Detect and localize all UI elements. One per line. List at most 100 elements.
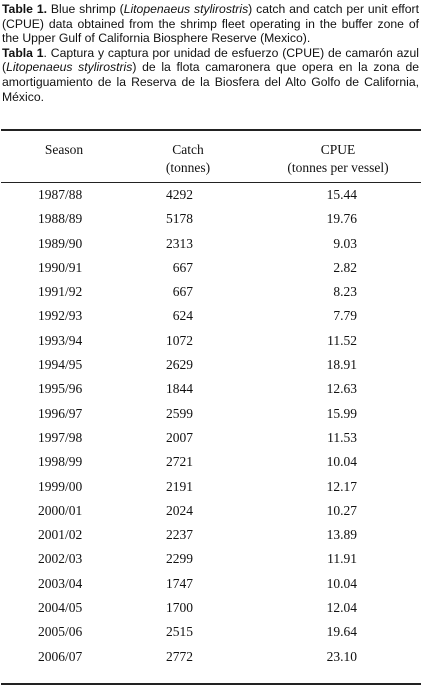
catch-cell: 624 [172,308,193,324]
catch-cell: 2721 [166,454,193,470]
table-row: 1994/95 2629 18.91 [0,354,423,378]
catch-cell: 1700 [166,600,193,616]
cpue-cell: 2.82 [333,259,357,275]
cpue-cell: 12.63 [326,381,357,397]
table-header-rule [1,182,421,183]
cpue-cell: 11.53 [327,429,357,445]
cpue-cell: 13.89 [326,527,357,543]
catch-cell: 2007 [166,429,193,445]
table-row: 1997/98 2007 11.53 [0,427,423,451]
cpue-cell: 15.99 [326,405,357,421]
column-header-catch-unit: (tonnes) [165,160,211,175]
cpue-cell: 7.79 [333,308,357,324]
table-bottom-rule [1,683,421,685]
cpue-cell: 12.17 [326,478,357,494]
table-row: 1987/88 4292 15.44 [0,184,423,208]
cpue-cell: 10.04 [326,575,357,591]
table-row: 1998/99 2721 10.04 [0,451,423,475]
caption-spanish-species: Litopenaeus stylirostris [6,60,133,75]
cpue-cell: 19.64 [326,624,357,640]
column-header-season-label: Season [44,142,84,157]
catch-cell: 2599 [166,405,193,421]
season-cell: 1997/98 [38,429,83,445]
season-cell: 1988/89 [38,211,83,227]
cpue-cell: 9.03 [333,235,357,251]
catch-cell: 2024 [166,502,193,518]
column-header-season: Season [22,141,106,159]
cpue-cell: 19.76 [326,211,357,227]
catch-cell: 2191 [166,478,193,494]
table-row: 1993/94 1072 11.52 [0,330,423,354]
cpue-cell: 23.10 [326,648,357,664]
catch-cell: 667 [172,284,193,300]
cpue-cell: 11.91 [327,551,357,567]
table-row: 2003/04 1747 10.04 [0,573,423,597]
table-row: 1999/00 2191 12.17 [0,476,423,500]
catch-cell: 2237 [166,527,193,543]
season-cell: 2004/05 [38,600,83,616]
season-cell: 1990/91 [38,259,83,275]
table-captions: Table 1. Blue shrimp (Litopenaeus stylir… [2,2,419,104]
cpue-cell: 15.44 [326,187,357,202]
caption-english-text-start: Blue shrimp ( [46,2,124,16]
season-cell: 1995/96 [38,381,83,397]
cpue-cell: 11.52 [327,332,357,348]
catch-cell: 667 [172,259,193,275]
column-header-cpue: CPUE (tonnes per vessel) [268,141,408,177]
table-row: 2005/06 2515 19.64 [0,621,423,645]
season-cell: 1993/94 [38,332,83,348]
table-row: 1991/92 667 8.23 [0,281,423,305]
caption-spanish: Tabla 1. Captura y captura por unidad de… [2,46,419,104]
catch-cell: 1072 [166,332,193,348]
caption-english-label: Table 1. [2,2,47,16]
table-row: 2004/05 1700 12.04 [0,597,423,621]
table-row: 2002/03 2299 11.91 [0,548,423,572]
cpue-cell: 10.04 [326,454,357,470]
table-row: 2000/01 2024 10.27 [0,500,423,524]
caption-english-species: Litopenaeus stylirostris [123,2,249,16]
catch-cell: 2313 [166,235,193,251]
table-row: 1996/97 2599 15.99 [0,403,423,427]
season-cell: 1992/93 [38,308,83,324]
column-header-catch: Catch (tonnes) [145,141,231,177]
cpue-cell: 18.91 [326,357,357,373]
caption-spanish-text-end: ) de la flota camaronera que opera en la… [2,60,420,104]
caption-english-text-end: ) catch and catch per unit effort (CPUE)… [2,2,419,46]
season-cell: 2006/07 [38,648,83,664]
caption-spanish-label: Tabla 1 [2,45,44,60]
table-body: 1987/88 4292 15.44 1988/89 5178 19.76 19… [0,184,423,670]
caption-spanish-text-start: . Captura y captura por unidad de esfuer… [2,45,420,75]
table-row: 1992/93 624 7.79 [0,305,423,329]
table-row: 1995/96 1844 12.63 [0,378,423,402]
catch-cell: 4292 [166,187,193,202]
table-row: 2006/07 2772 23.10 [0,646,423,670]
catch-cell: 2629 [166,357,193,373]
column-header-cpue-label: CPUE [320,142,356,157]
catch-cell: 2299 [166,551,193,567]
season-cell: 1996/97 [38,405,83,421]
table-row: 1989/90 2313 9.03 [0,233,423,257]
season-cell: 1994/95 [38,357,83,373]
cpue-cell: 12.04 [326,600,357,616]
column-header-cpue-unit: (tonnes per vessel) [287,160,389,175]
season-cell: 1998/99 [38,454,83,470]
catch-cell: 2515 [166,624,193,640]
catch-cell: 2772 [166,648,193,664]
catch-cell: 5178 [166,211,193,227]
season-cell: 1987/88 [38,187,83,202]
table-top-rule [1,129,421,131]
season-cell: 2002/03 [38,551,83,567]
table-row: 1990/91 667 2.82 [0,257,423,281]
cpue-cell: 8.23 [333,284,357,300]
catch-cell: 1747 [166,575,193,591]
season-cell: 2000/01 [38,502,83,518]
table-row: 1988/89 5178 19.76 [0,208,423,232]
caption-english: Table 1. Blue shrimp (Litopenaeus stylir… [2,2,419,46]
season-cell: 2005/06 [38,624,83,640]
cpue-cell: 10.27 [326,502,357,518]
season-cell: 2001/02 [38,527,83,543]
table-row: 2001/02 2237 13.89 [0,524,423,548]
season-cell: 1991/92 [38,284,83,300]
season-cell: 1989/90 [38,235,83,251]
catch-cell: 1844 [166,381,193,397]
